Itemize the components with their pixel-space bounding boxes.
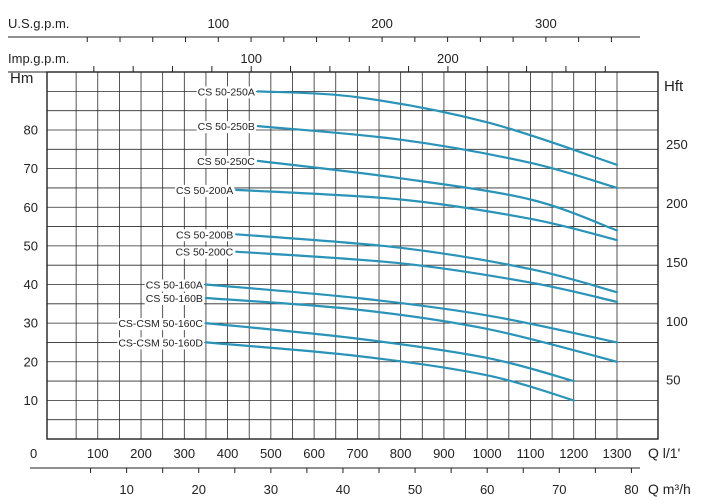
x-lmin-tick-label: 1000 <box>473 446 502 461</box>
x-m3h-tick-label: 50 <box>408 482 422 497</box>
pump-curves: CS 50-250A CS 50-250B CS 50-250C CS 50-200A… <box>117 86 619 402</box>
y-left-tick-label: 50 <box>24 238 38 253</box>
curve-label: CS 50-250C <box>197 156 255 168</box>
grid-lines <box>47 72 658 439</box>
curve-label: CS 50-200B <box>176 229 233 241</box>
x-impgpm-tick-label: 200 <box>437 51 459 66</box>
curve-3 <box>235 188 619 242</box>
top-axis-2-label: Imp.g.p.m. <box>8 51 69 66</box>
curve-2 <box>256 159 619 232</box>
x-lmin-tick-label: 400 <box>217 446 239 461</box>
curve-label-background <box>196 155 257 168</box>
curve-label: CS 50-200A <box>176 185 233 197</box>
x-m3h-tick-label: 40 <box>336 482 350 497</box>
x-lmin-tick-label: 100 <box>87 446 109 461</box>
curve-label: CS 50-160A <box>146 280 203 292</box>
curve-label: CS 50-200C <box>175 247 233 259</box>
zero-label: 0 <box>30 446 37 461</box>
curve-label: CS 50-250B <box>198 121 255 133</box>
y-left-tick-label: 10 <box>24 393 38 408</box>
curve-label-background <box>196 121 256 134</box>
y-right-tick-label: 250 <box>666 137 688 152</box>
curve-7 <box>204 296 619 363</box>
bottom-axis-1-label: Q l/1' <box>648 445 680 461</box>
x-lmin-tick-label: 1200 <box>559 446 588 461</box>
x-lmin-tick-label: 700 <box>347 446 369 461</box>
x-lmin-tick-label: 200 <box>130 446 152 461</box>
x-lmin-tick-label: 300 <box>173 446 195 461</box>
curve-label-background <box>175 184 235 197</box>
x-lmin-tick-label: 1300 <box>603 446 632 461</box>
x-lmin-tick-label: 600 <box>303 446 325 461</box>
x-lmin-tick-label: 1100 <box>516 446 544 461</box>
y-left-tick-label: 80 <box>24 123 38 138</box>
curve-label: CS-CSM 50-160C <box>118 318 203 330</box>
curve-4 <box>235 233 619 294</box>
curve-9 <box>204 341 575 402</box>
y-left-axis-label: Hm <box>10 70 33 87</box>
curve-8 <box>204 322 575 383</box>
plot-frame <box>46 71 659 440</box>
x-m3h-tick-label: 60 <box>480 482 494 497</box>
x-impgpm-tick-label: 100 <box>240 51 262 66</box>
curve-label: CS-CSM 50-160D <box>118 337 203 349</box>
curve-0 <box>256 90 619 166</box>
curve-label-background <box>144 279 204 292</box>
y-left-tick-label: 40 <box>24 277 38 292</box>
x-usgpm-tick-label: 200 <box>371 16 393 31</box>
curve-1 <box>256 125 619 189</box>
curve-label-background <box>174 246 235 259</box>
curve-label: CS 50-160B <box>146 293 203 305</box>
curve-label-background <box>144 293 204 306</box>
top-axis-1-label: U.S.g.p.m. <box>8 16 69 31</box>
x-usgpm-tick-label: 300 <box>535 16 557 31</box>
y-right-axis-label: Hft <box>664 78 684 95</box>
y-right-tick-label: 150 <box>666 255 688 270</box>
curve-label-background <box>117 337 205 350</box>
x-lmin-tick-label: 500 <box>260 446 282 461</box>
bottom-axis-2-label: Q m³/h <box>648 481 691 497</box>
x-lmin-tick-label: 800 <box>390 446 412 461</box>
y-left-tick-label: 20 <box>24 354 38 369</box>
x-m3h-tick-label: 80 <box>624 482 638 497</box>
curve-label-background <box>117 318 205 331</box>
x-lmin-tick-label: 900 <box>433 446 455 461</box>
curve-6 <box>204 283 619 344</box>
axes <box>8 36 659 473</box>
y-right-tick-label: 50 <box>666 373 680 388</box>
x-m3h-tick-label: 10 <box>119 482 133 497</box>
curve-label-background <box>175 229 235 242</box>
curve-label-background <box>196 86 256 99</box>
x-m3h-tick-label: 70 <box>552 482 566 497</box>
y-left-tick-label: 30 <box>24 316 38 331</box>
y-left-tick-label: 70 <box>24 161 38 176</box>
y-right-tick-label: 200 <box>666 196 688 211</box>
x-usgpm-tick-label: 100 <box>207 16 229 31</box>
y-left-tick-label: 60 <box>24 200 38 215</box>
curve-5 <box>235 250 619 303</box>
x-m3h-tick-label: 30 <box>264 482 278 497</box>
curve-label: CS 50-250A <box>198 86 255 98</box>
y-right-tick-label: 100 <box>666 314 688 329</box>
x-m3h-tick-label: 20 <box>191 482 205 497</box>
